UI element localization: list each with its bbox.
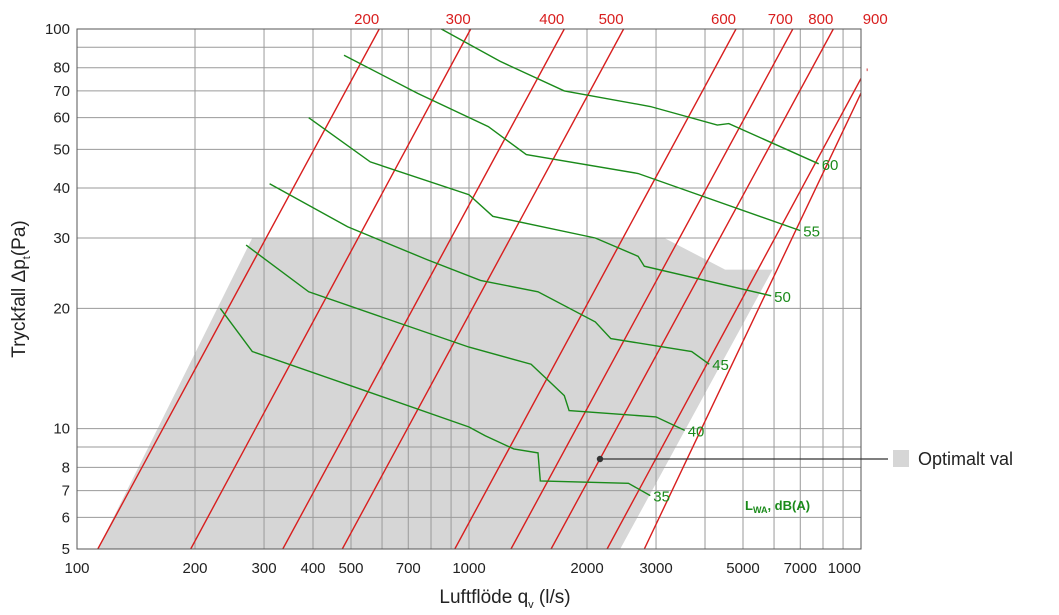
sound-line-label: 60 bbox=[822, 157, 839, 174]
size-line-800 bbox=[550, 29, 834, 549]
sound-line-label: 45 bbox=[712, 357, 729, 374]
x-tick-label: 3000 bbox=[639, 560, 672, 577]
x-tick-label: 500 bbox=[338, 560, 363, 577]
x-tick-label: 300 bbox=[252, 560, 277, 577]
y-tick-label: 20 bbox=[53, 300, 70, 317]
size-line-400 bbox=[282, 29, 565, 549]
sound-line-label: 55 bbox=[803, 224, 820, 241]
optimal-region-layer bbox=[97, 238, 773, 549]
sound-line-label: 40 bbox=[688, 423, 705, 440]
sound-line-labels: 35 40 45 50 55 60 bbox=[653, 157, 838, 506]
x-tick-label: 200 bbox=[182, 560, 207, 577]
x-tick-label: 700 bbox=[396, 560, 421, 577]
size-line-label: 300 bbox=[446, 11, 471, 28]
x-tick-label: 100 bbox=[64, 560, 89, 577]
y-tick-label: 5 bbox=[62, 541, 70, 558]
size-line-500 bbox=[341, 29, 625, 549]
y-tick-label: 40 bbox=[53, 180, 70, 197]
y-tick-label: 60 bbox=[53, 110, 70, 127]
y-tick-label: 8 bbox=[62, 459, 70, 476]
size-line-700 bbox=[510, 29, 794, 549]
x-tick-labels: 100 200 300 400 500 700 1000 2000 3000 5000 7000 10… bbox=[64, 560, 861, 577]
x-tick-label: 7000 bbox=[784, 560, 817, 577]
x-tick-label: 2000 bbox=[570, 560, 603, 577]
sound-line-60 bbox=[440, 29, 819, 165]
y-tick-label: 6 bbox=[62, 509, 70, 526]
y-tick-label: 70 bbox=[53, 83, 70, 100]
size-line-label: 600 bbox=[711, 11, 736, 28]
size-line-label: 400 bbox=[539, 11, 564, 28]
y-tick-label: 100 bbox=[45, 21, 70, 38]
sound-level-title: LWA, dB(A) bbox=[745, 498, 810, 515]
sound-line-40 bbox=[245, 244, 685, 432]
plot-frame bbox=[76, 28, 862, 550]
x-tick-label: 400 bbox=[300, 560, 325, 577]
optimal-region bbox=[97, 238, 773, 549]
size-line-label: 200 bbox=[354, 11, 379, 28]
x-tick-label: 5000 bbox=[726, 560, 759, 577]
size-line-label: 500 bbox=[599, 11, 624, 28]
size-line-200 bbox=[97, 29, 380, 549]
stray-mark: ' bbox=[866, 66, 868, 80]
legend-label: Optimalt val bbox=[918, 449, 1013, 469]
y-tick-label: 30 bbox=[53, 230, 70, 247]
sound-lines-layer bbox=[219, 29, 819, 497]
size-line-labels: 200 300 400 500 600 700 800 900 bbox=[354, 11, 888, 28]
y-axis-title: Tryckfall Δpt(Pa) bbox=[9, 220, 33, 358]
size-line-unlabeled bbox=[643, 91, 861, 549]
size-line-label: 900 bbox=[863, 11, 888, 28]
size-line-300 bbox=[190, 29, 472, 549]
x-tick-label: 1000 bbox=[452, 560, 485, 577]
y-tick-label: 50 bbox=[53, 141, 70, 158]
legend-leader-dot bbox=[596, 455, 604, 463]
y-tick-label: 80 bbox=[53, 60, 70, 77]
size-line-label: 700 bbox=[768, 11, 793, 28]
x-axis-title: Luftflöde qv (l/s) bbox=[439, 587, 570, 611]
size-lines-layer bbox=[97, 29, 861, 549]
sound-line-55 bbox=[343, 54, 801, 232]
y-tick-label: 10 bbox=[53, 421, 70, 438]
sound-line-50 bbox=[308, 117, 772, 297]
y-tick-labels: 5 6 7 8 10 20 30 40 50 60 70 80 100 bbox=[45, 21, 70, 558]
sound-line-45 bbox=[269, 183, 710, 365]
sound-line-label: 50 bbox=[774, 289, 791, 306]
legend: Optimalt val bbox=[596, 449, 1013, 469]
size-line-600 bbox=[454, 29, 737, 549]
legend-swatch bbox=[893, 450, 909, 467]
y-tick-label: 7 bbox=[62, 483, 70, 500]
size-line-label: 800 bbox=[808, 11, 833, 28]
sound-line-35 bbox=[219, 307, 651, 497]
sound-line-label: 35 bbox=[653, 489, 670, 506]
x-tick-label: 1000 bbox=[828, 560, 861, 577]
size-line-900 bbox=[606, 77, 861, 549]
